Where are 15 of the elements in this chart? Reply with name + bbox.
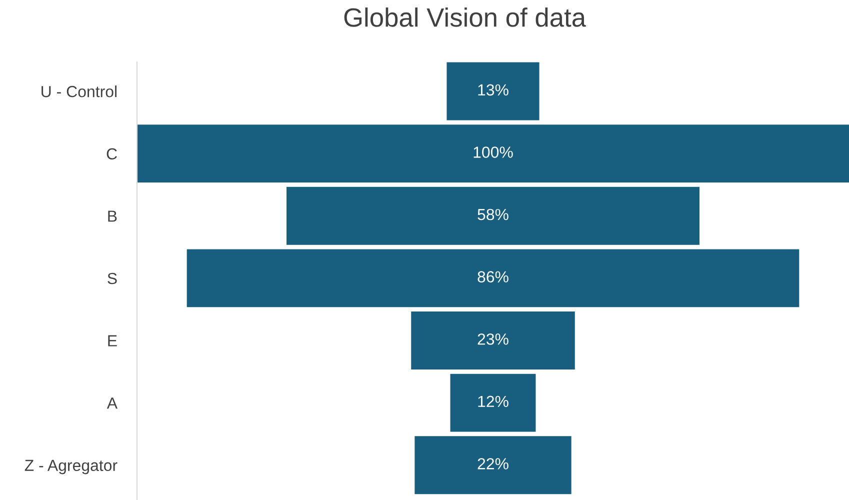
data-label: 23% (478, 333, 508, 345)
category-label: B (108, 210, 117, 222)
data-label: 58% (478, 208, 508, 220)
category-label: C (106, 148, 117, 160)
category-label: U - Control (42, 85, 116, 98)
category-label: Z - Agregator (24, 460, 118, 474)
data-label: 22% (478, 458, 508, 470)
category-label: S (108, 272, 117, 284)
category-label: E (108, 335, 117, 346)
data-label: 13% (478, 84, 508, 96)
data-label: 100% (474, 146, 513, 158)
data-label: 86% (478, 271, 508, 282)
category-label: A (106, 398, 118, 409)
text: Global Vision of data (344, 8, 586, 27)
data-label: 12% (478, 396, 508, 408)
